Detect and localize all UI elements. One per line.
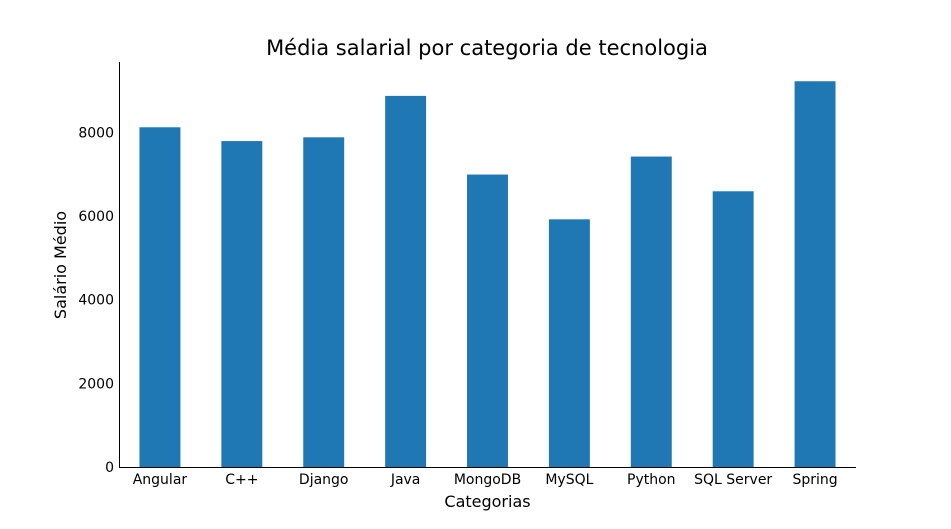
- bar-c: [221, 141, 263, 467]
- x-tick-label: MySQL: [545, 472, 593, 488]
- bar-mongodb: [467, 174, 508, 467]
- y-tick-label: 0: [105, 460, 114, 476]
- bar-spring: [794, 81, 836, 468]
- bars-layer: [139, 81, 836, 468]
- bar-java: [385, 95, 427, 467]
- y-tick-label: 2000: [78, 376, 114, 392]
- x-tick-label: Spring: [792, 472, 837, 488]
- x-tick-label: C++: [225, 472, 258, 488]
- chart-title: Média salarial por categoria de tecnolog…: [266, 36, 708, 60]
- y-axis-label: Salário Médio: [51, 211, 70, 319]
- x-tick-label: Angular: [133, 472, 188, 488]
- bar-mysql: [548, 219, 590, 467]
- x-axis-label: Categorias: [444, 492, 530, 511]
- x-tick-label: Python: [627, 472, 676, 488]
- x-tick-label: MongoDB: [454, 472, 521, 488]
- x-tick-label: Django: [299, 472, 349, 488]
- y-tick-labels: 0 2000 4000 6000 8000: [78, 125, 114, 476]
- x-tick-label: Java: [390, 472, 421, 488]
- bar-sql-server: [712, 191, 754, 467]
- bar-angular: [139, 127, 181, 468]
- y-tick-label: 4000: [78, 293, 114, 309]
- y-tick-label: 6000: [78, 209, 114, 225]
- y-tick-label: 8000: [78, 125, 114, 141]
- bar-python: [630, 156, 672, 467]
- x-tick-label: SQL Server: [694, 472, 772, 488]
- x-tick-labels: Angular C++ Django Java MongoDB MySQL Python SQ…: [133, 472, 838, 488]
- bar-django: [303, 137, 345, 467]
